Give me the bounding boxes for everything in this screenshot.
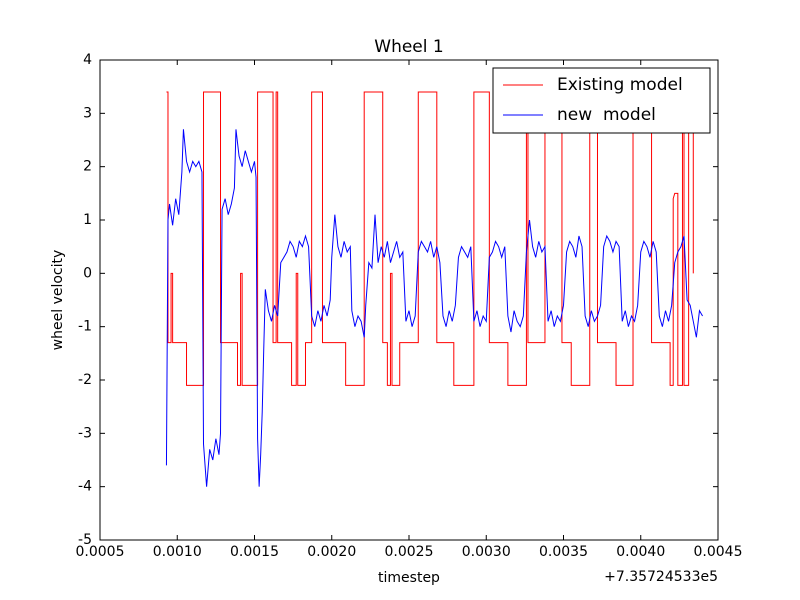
y-tick-label: -3 [78, 425, 92, 441]
y-tick-label: 2 [83, 159, 92, 175]
x-tick-label: 0.0015 [230, 544, 279, 560]
legend-label: new model [557, 105, 656, 125]
y-tick-label: -4 [78, 479, 92, 495]
x-tick-label: 0.0020 [307, 544, 356, 560]
y-tick-label: 3 [83, 105, 92, 121]
x-tick-label: 0.0025 [385, 544, 434, 560]
y-tick-label: 0 [83, 265, 92, 281]
y-tick-label: -1 [78, 319, 92, 335]
y-tick-label: -5 [78, 532, 92, 548]
legend-label: Existing model [557, 75, 683, 95]
x-tick-label: 0.0045 [694, 544, 743, 560]
data-line [165, 129, 703, 487]
y-tick-label: -2 [78, 372, 92, 388]
x-tick-label: 0.0005 [76, 544, 125, 560]
y-axis-label: wheel velocity [50, 250, 66, 351]
x-tick-label: 0.0040 [616, 544, 665, 560]
x-tick-label: 0.0035 [539, 544, 588, 560]
x-offset-text: +7.35724533e5 [604, 569, 718, 585]
x-tick-label: 0.0010 [153, 544, 202, 560]
x-tick-label: 0.0030 [462, 544, 511, 560]
x-axis-label: timestep [378, 570, 440, 586]
y-tick-label: 1 [83, 212, 92, 228]
chart-title: Wheel 1 [374, 37, 443, 57]
y-tick-label: 4 [83, 52, 92, 68]
legend-box [492, 67, 711, 134]
